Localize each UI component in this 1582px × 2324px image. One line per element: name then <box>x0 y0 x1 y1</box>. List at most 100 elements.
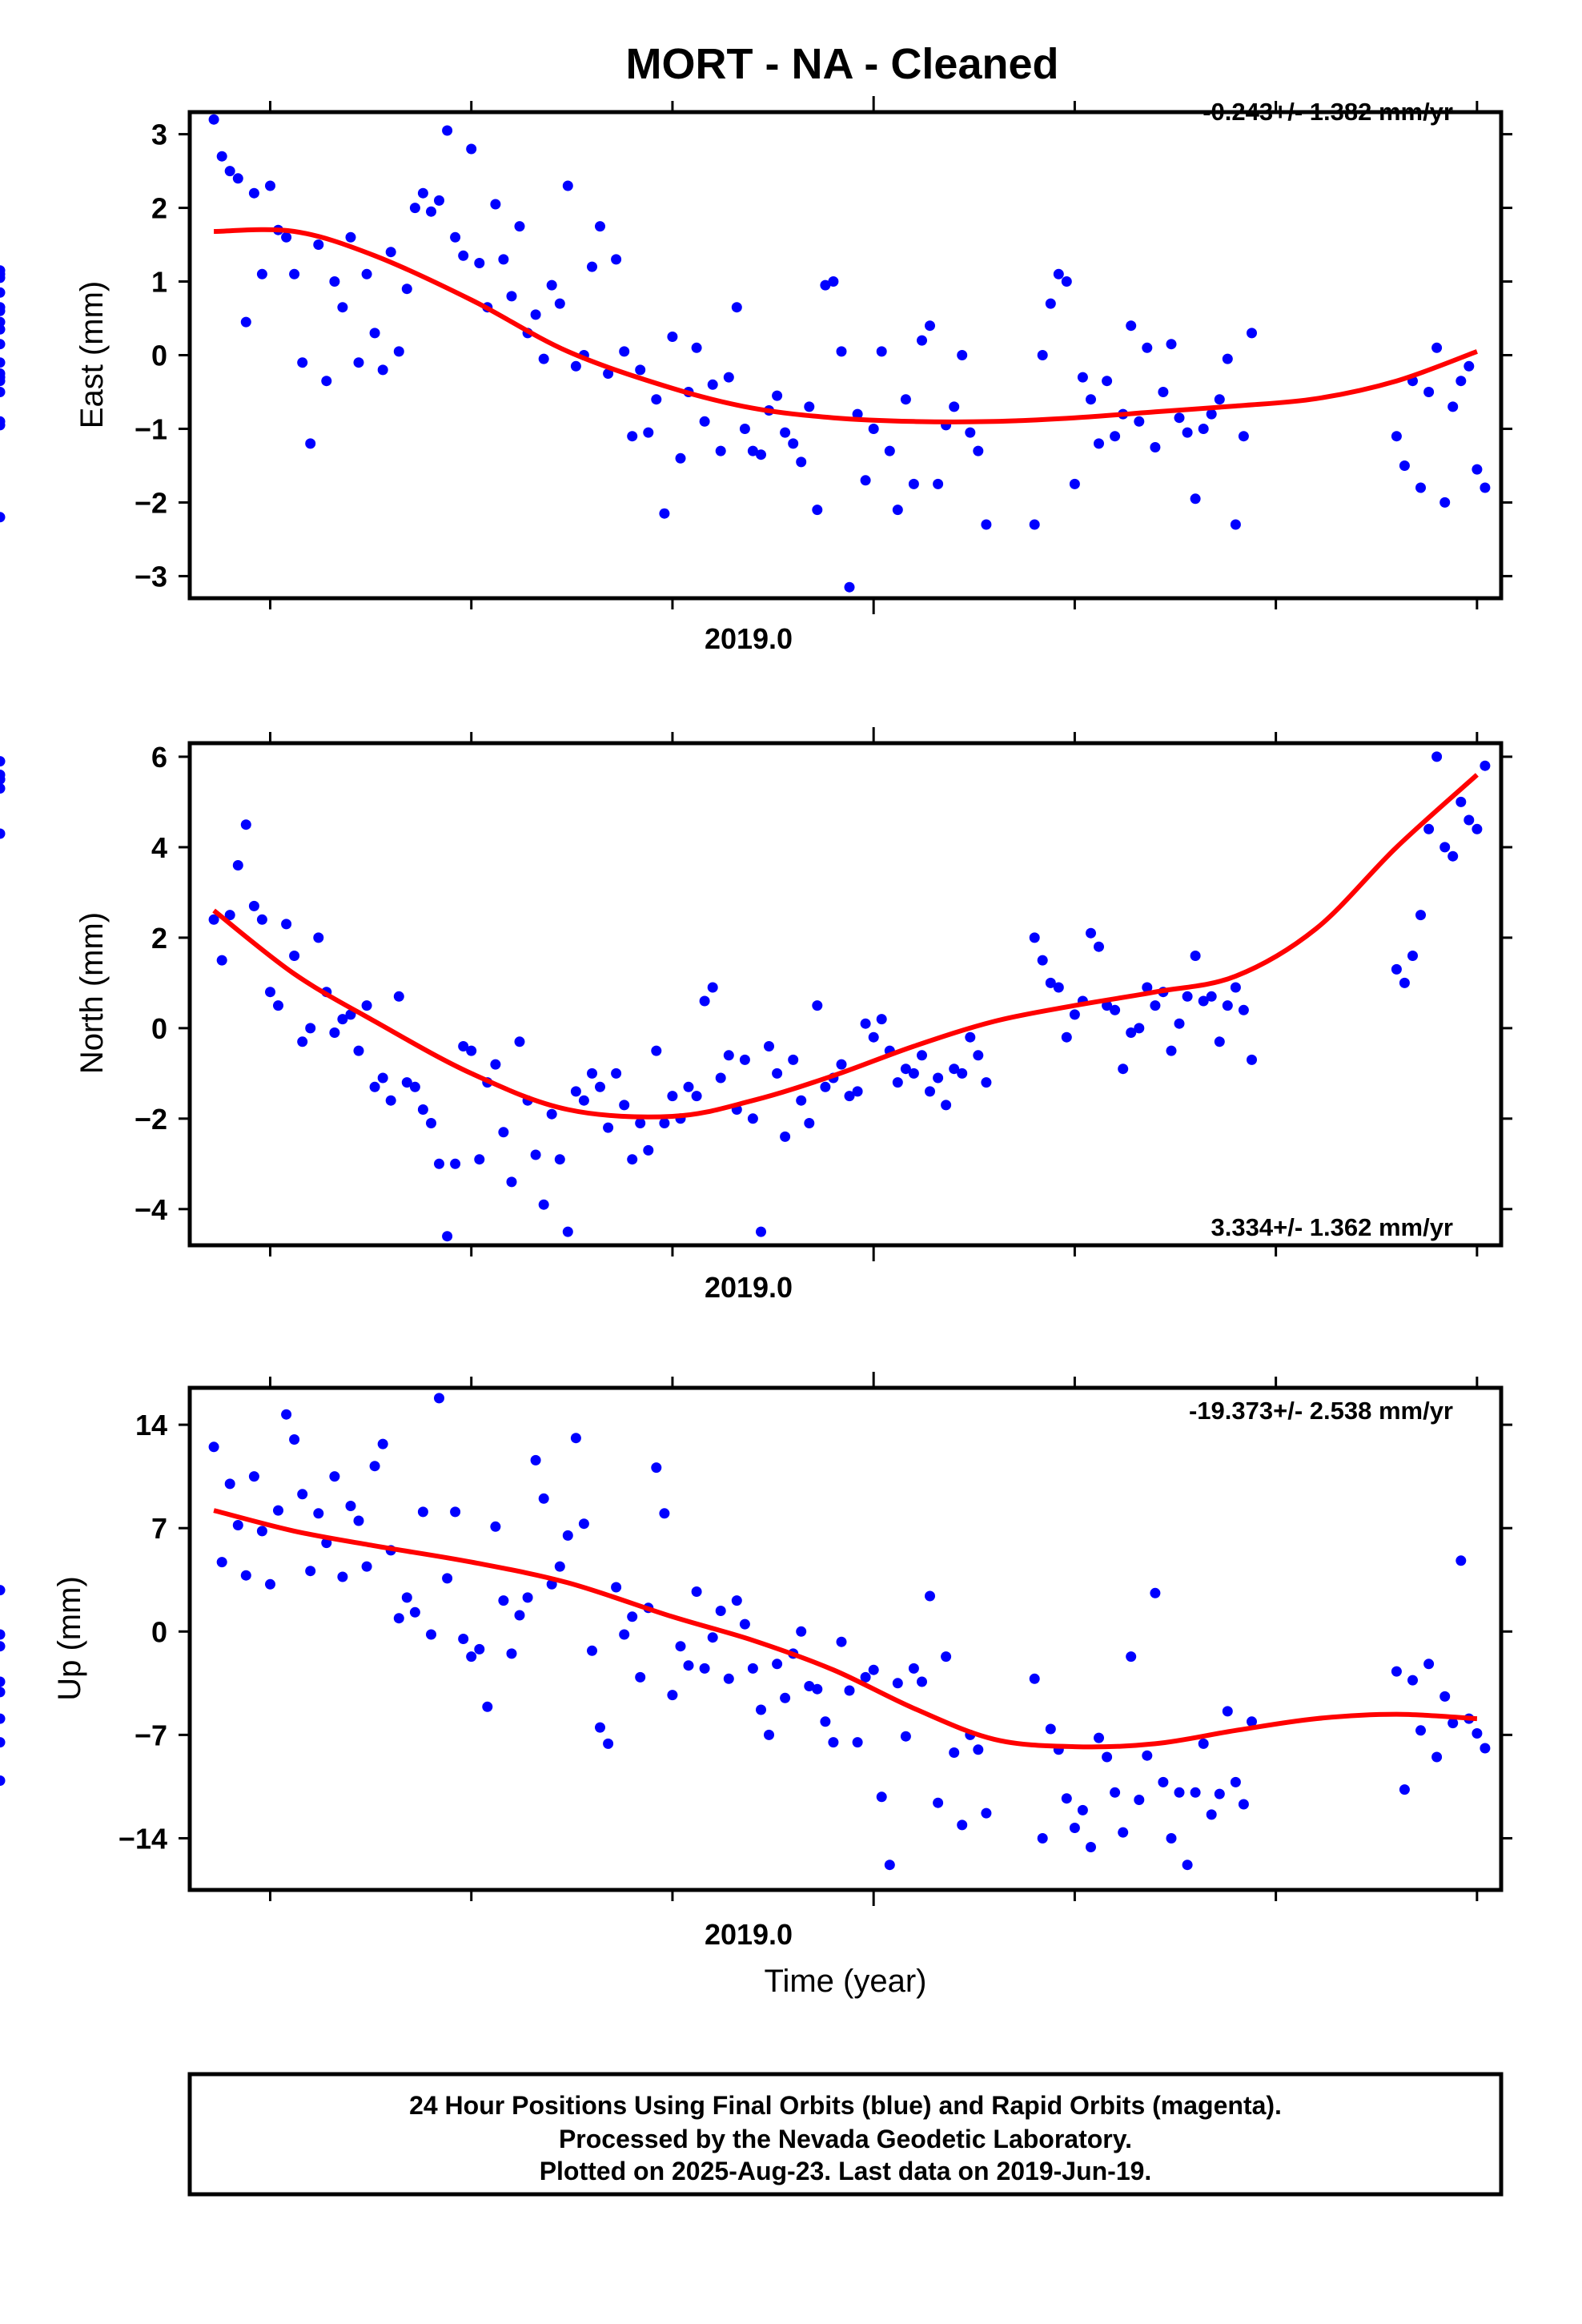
east-point <box>240 316 251 328</box>
north-point <box>844 1091 855 1102</box>
east-point <box>603 368 614 379</box>
up-ylabel: Up (mm) <box>52 1576 87 1701</box>
east-point <box>659 508 670 519</box>
up-point <box>224 1478 235 1490</box>
up-point <box>369 1461 380 1472</box>
north-point <box>780 1131 791 1142</box>
east-point <box>860 475 871 486</box>
north-point <box>1134 1023 1145 1034</box>
north-point <box>1456 796 1467 807</box>
up-point <box>1431 1751 1443 1763</box>
east-point <box>1158 387 1169 397</box>
east-point <box>1094 438 1104 449</box>
east-point <box>892 505 903 516</box>
east-point <box>949 401 960 412</box>
up-point <box>1206 1809 1217 1820</box>
north-point <box>1431 751 1443 762</box>
up-points <box>0 1393 1491 1871</box>
up-point <box>1126 1651 1137 1663</box>
north-point <box>1142 982 1153 993</box>
up-point <box>1118 1827 1129 1838</box>
north-point <box>941 1100 952 1111</box>
footer-line-1: 24 Hour Positions Using Final Orbits (bl… <box>409 2091 1282 2120</box>
east-point <box>1166 339 1177 350</box>
up-point <box>884 1860 895 1871</box>
east-point <box>0 368 6 379</box>
north-point <box>538 1199 549 1210</box>
east-point <box>305 438 316 449</box>
up-point <box>1198 1738 1209 1749</box>
up-point <box>1247 1716 1257 1727</box>
north-point <box>442 1231 453 1242</box>
east-point <box>611 254 622 265</box>
up-point <box>1238 1799 1249 1810</box>
east-point <box>1086 394 1096 405</box>
east-point <box>747 445 758 456</box>
up-point <box>0 1676 6 1687</box>
up-point <box>265 1578 275 1590</box>
north-point <box>804 1118 815 1128</box>
up-point <box>1045 1723 1056 1735</box>
north-point <box>1407 951 1418 961</box>
up-point <box>860 1671 871 1683</box>
north-point <box>498 1127 509 1138</box>
up-point <box>0 1585 6 1596</box>
up-point <box>619 1629 630 1640</box>
east-point <box>715 445 726 456</box>
up-point <box>973 1744 984 1755</box>
north-ytick-label: 6 <box>151 741 167 774</box>
north-point <box>562 1226 573 1237</box>
east-point <box>731 302 742 313</box>
east-point <box>804 401 815 412</box>
north-point <box>1415 910 1426 921</box>
east-rate: -0.243+/- 1.382 mm/yr <box>1203 98 1453 126</box>
up-point <box>248 1471 259 1482</box>
up-point <box>0 1775 6 1786</box>
up-point <box>538 1493 549 1504</box>
north-ylabel: North (mm) <box>74 912 110 1074</box>
north-point <box>595 1081 605 1092</box>
east-point <box>256 268 267 279</box>
north-ytick-label: −2 <box>135 1103 167 1136</box>
east-point <box>1077 372 1088 383</box>
east-point <box>587 261 597 272</box>
east-point <box>651 394 662 405</box>
north-point <box>715 1072 726 1084</box>
east-point <box>377 364 388 376</box>
north-point <box>377 1072 388 1084</box>
north-point <box>820 1081 831 1092</box>
east-point <box>434 195 444 206</box>
up-point <box>595 1722 605 1733</box>
east-point <box>1134 416 1145 427</box>
north-point <box>417 1104 428 1115</box>
east-point <box>699 416 710 427</box>
up-point <box>256 1526 267 1537</box>
east-point <box>675 452 686 464</box>
up-point <box>747 1663 758 1674</box>
up-point <box>1037 1833 1048 1844</box>
up-point <box>289 1434 300 1445</box>
up-point <box>458 1634 469 1644</box>
up-point <box>1230 1776 1241 1787</box>
east-point <box>0 339 6 350</box>
up-point <box>651 1462 662 1474</box>
east-point <box>554 298 565 309</box>
up-point <box>812 1683 823 1695</box>
east-point <box>1480 482 1491 493</box>
up-point <box>1447 1718 1459 1729</box>
north-point <box>265 987 275 998</box>
up-point <box>900 1731 911 1742</box>
north-point <box>514 1036 525 1047</box>
north-point <box>490 1059 501 1070</box>
east-x-tick-label: 2019.0 <box>705 622 793 655</box>
up-point <box>828 1737 839 1748</box>
north-point <box>281 919 292 930</box>
east-point <box>667 332 678 342</box>
east-point <box>409 203 420 214</box>
up-point <box>1166 1833 1177 1844</box>
east-point <box>458 250 469 261</box>
east-point <box>385 247 396 258</box>
up-point <box>587 1645 597 1656</box>
north-point <box>1166 1045 1177 1056</box>
north-point <box>860 1018 871 1029</box>
